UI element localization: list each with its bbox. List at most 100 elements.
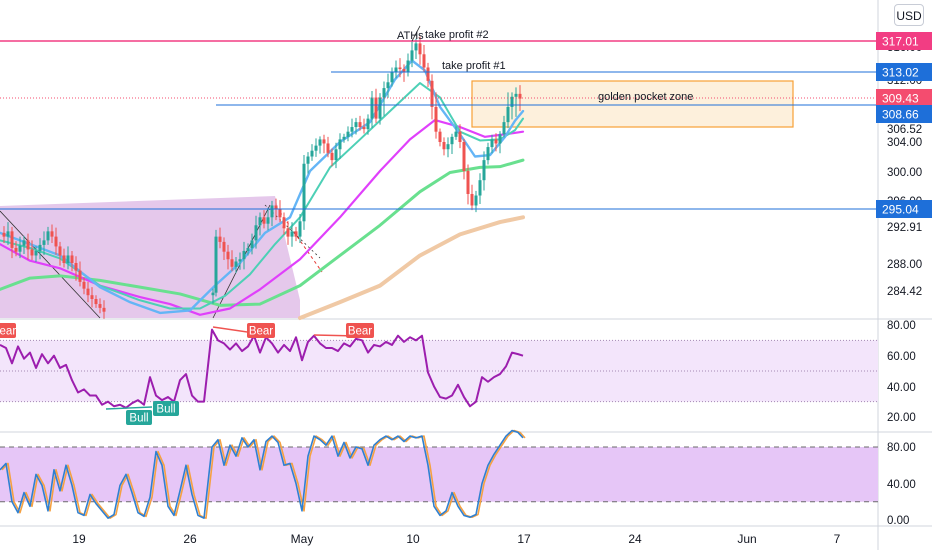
candle-body <box>474 195 478 206</box>
candle-body <box>294 231 298 237</box>
candle-body <box>230 259 234 267</box>
date-label: 10 <box>406 532 420 546</box>
candle-body <box>482 160 486 181</box>
candle-body <box>446 144 450 150</box>
stoch-band <box>0 447 878 502</box>
candle-body <box>362 127 366 130</box>
candle-body <box>286 228 290 237</box>
price-tick-label: 300.00 <box>887 167 922 179</box>
candle-body <box>478 180 482 196</box>
candle-body <box>254 225 258 241</box>
candle-body <box>58 246 62 256</box>
rsi-tick-label: 20.00 <box>887 412 916 424</box>
bear-label: Bear <box>0 326 16 338</box>
candle-body <box>510 96 514 107</box>
candles <box>2 36 522 319</box>
date-label: Jun <box>737 532 756 546</box>
candle-body <box>18 245 22 252</box>
candle-body <box>490 139 494 148</box>
take-profit-2-label: take profit #2 <box>425 29 489 41</box>
candle-body <box>414 43 418 51</box>
candle-body <box>54 236 58 247</box>
projection-line <box>279 211 323 273</box>
ath-label: ATHs <box>397 30 424 42</box>
purple-pattern-zone <box>0 196 300 318</box>
price-axis[interactable]: 316.00312.00306.52304.00300.00296.00292.… <box>876 32 932 527</box>
stoch-tick-label: 40.00 <box>887 479 916 491</box>
price-tick-label: 292.91 <box>887 222 922 234</box>
candle-body <box>438 131 442 142</box>
price-tag-value: 295.04 <box>882 203 919 217</box>
candle-body <box>30 249 34 256</box>
candle-body <box>262 217 266 224</box>
candle-body <box>314 145 318 151</box>
candle-body <box>234 261 238 267</box>
candle-body <box>94 298 98 305</box>
price-tag: 309.43 <box>876 89 932 107</box>
candle-body <box>306 156 310 164</box>
rsi-panel: Bear Bear Bear Bull Bull <box>0 323 524 425</box>
stoch-d-line <box>1 429 526 519</box>
candle-body <box>318 139 322 146</box>
candle-body <box>258 217 262 226</box>
candle-body <box>382 88 386 98</box>
price-tag: 317.01 <box>876 32 932 50</box>
zone-boundary-line <box>0 210 101 319</box>
candle-body <box>338 139 342 150</box>
candle-body <box>70 255 74 263</box>
candle-body <box>34 250 38 256</box>
candle-body <box>46 231 50 241</box>
ema-slow-line <box>298 215 525 320</box>
candle-body <box>218 236 222 242</box>
candle-body <box>42 240 46 245</box>
rsi-tick-label: 60.00 <box>887 351 916 363</box>
candle-body <box>14 247 18 252</box>
bear-label: Bear <box>348 326 372 338</box>
stoch-tick-label: 80.00 <box>887 442 916 454</box>
rsi-tick-label: 80.00 <box>887 320 916 332</box>
price-tag-bg <box>876 63 932 81</box>
bear-label-bg <box>247 323 275 338</box>
golden-pocket-zone <box>471 80 794 128</box>
candle-body <box>498 134 502 144</box>
price-tag-value: 308.66 <box>882 108 919 122</box>
candle-body <box>82 281 86 289</box>
price-tick-label: 288.00 <box>887 259 922 271</box>
candle-body <box>358 122 362 128</box>
candle-body <box>282 217 286 229</box>
bear-label-bg <box>0 323 16 338</box>
candle-body <box>334 149 338 161</box>
date-label: 7 <box>834 532 841 546</box>
candle-body <box>494 139 498 144</box>
price-tag: 295.04 <box>876 200 932 218</box>
candle-body <box>298 221 302 237</box>
candle-body <box>402 69 406 73</box>
price-tag-bg <box>876 32 932 50</box>
price-tick-label: 284.42 <box>887 286 922 298</box>
ema-fast-line <box>0 59 525 315</box>
ath-pointer <box>411 25 421 42</box>
currency-button[interactable]: USD <box>894 4 924 26</box>
stoch-tick-label: 0.00 <box>887 515 909 527</box>
candle-body <box>6 231 10 237</box>
candle-body <box>390 72 394 83</box>
candle-body <box>342 136 346 140</box>
bear-label: Bear <box>249 326 273 338</box>
candle-body <box>2 232 6 237</box>
rsi-line <box>0 328 524 409</box>
candle-body <box>514 93 518 97</box>
time-axis[interactable]: 19 26 May 10 17 24 Jun 7 <box>72 532 840 546</box>
candle-body <box>246 247 250 251</box>
candle-body <box>506 106 510 123</box>
price-tag-bg <box>876 89 932 107</box>
stoch-rsi-panel <box>0 429 526 519</box>
price-tick-label: 306.52 <box>887 124 922 136</box>
candle-body <box>418 43 422 55</box>
candle-body <box>374 97 378 119</box>
price-tag-value: 313.02 <box>882 66 919 80</box>
price-tag: 313.02 <box>876 63 932 81</box>
candle-body <box>394 67 398 73</box>
candle-body <box>78 270 82 282</box>
